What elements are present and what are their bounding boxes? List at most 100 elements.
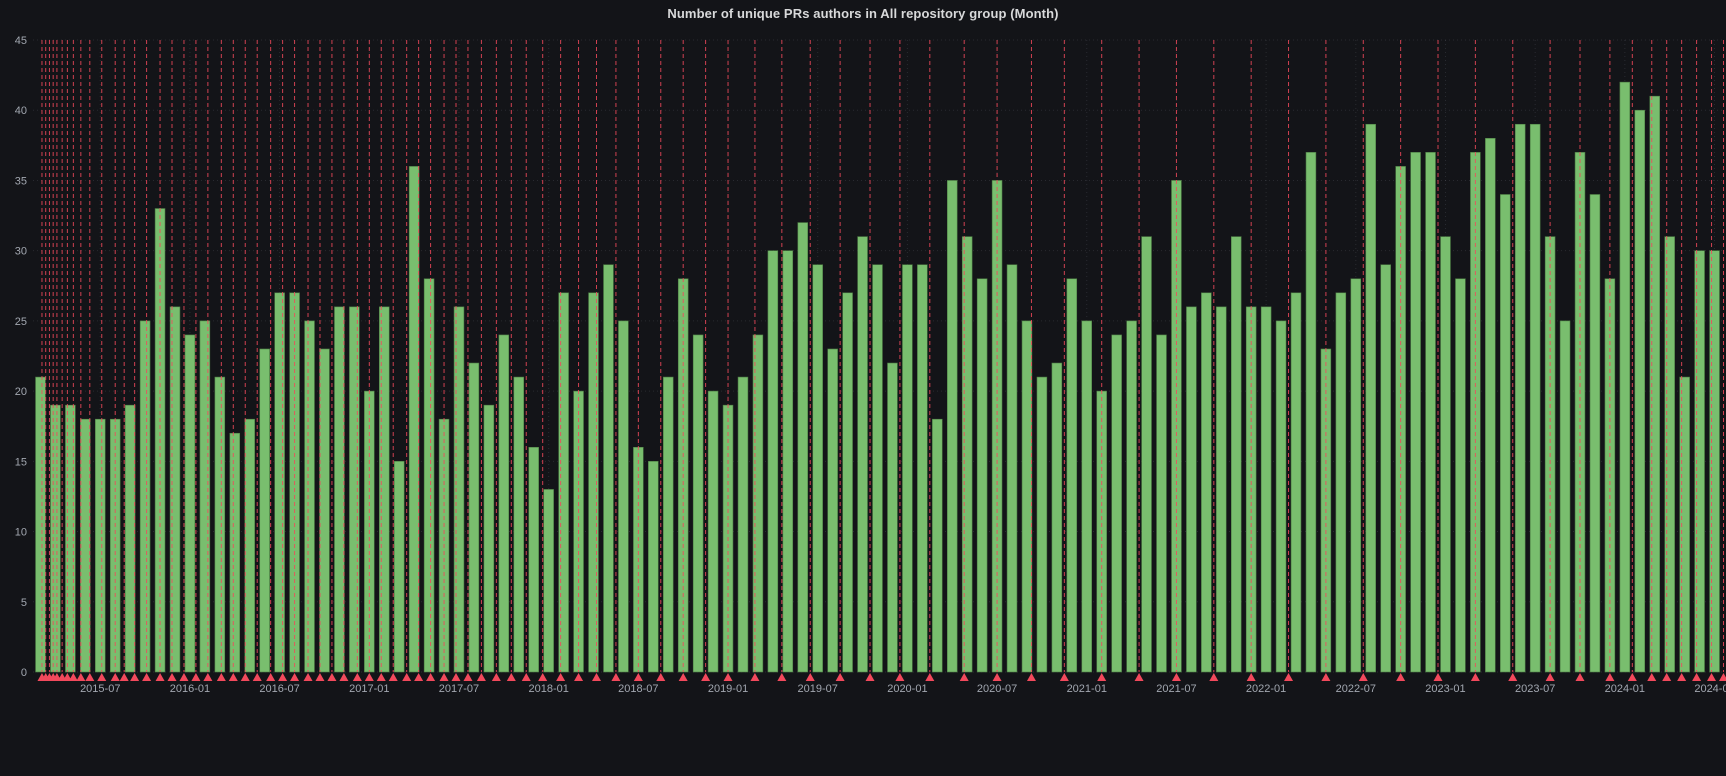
panel-title[interactable]: Number of unique PRs authors in All repo…: [667, 6, 1059, 21]
annotation-marker-icon[interactable]: [439, 673, 449, 681]
annotation-marker-icon[interactable]: [1647, 673, 1657, 681]
bar[interactable]: [1201, 292, 1212, 673]
bar[interactable]: [917, 264, 928, 673]
bar[interactable]: [842, 292, 853, 673]
annotation-marker-icon[interactable]: [865, 673, 875, 681]
annotation-marker-icon[interactable]: [611, 673, 621, 681]
bar[interactable]: [513, 376, 525, 673]
bar[interactable]: [692, 334, 704, 673]
annotation-marker-icon[interactable]: [491, 673, 501, 681]
annotation-marker-icon[interactable]: [656, 673, 666, 681]
bar[interactable]: [1081, 320, 1092, 673]
bar[interactable]: [1305, 152, 1317, 673]
bar[interactable]: [1425, 152, 1436, 673]
bar[interactable]: [663, 376, 674, 673]
annotation-marker-icon[interactable]: [191, 673, 201, 681]
annotation-marker-icon[interactable]: [142, 673, 152, 681]
annotation-marker-icon[interactable]: [1059, 673, 1069, 681]
bar[interactable]: [1485, 138, 1496, 673]
bar[interactable]: [1186, 306, 1197, 673]
annotation-marker-icon[interactable]: [252, 673, 262, 681]
bar[interactable]: [1290, 292, 1302, 673]
bar[interactable]: [1066, 278, 1078, 673]
annotation-marker-icon[interactable]: [895, 673, 905, 681]
bar[interactable]: [1709, 250, 1720, 673]
bar[interactable]: [707, 390, 719, 673]
bar[interactable]: [1529, 123, 1541, 673]
bar[interactable]: [1216, 306, 1227, 673]
bar[interactable]: [95, 418, 106, 673]
annotation-marker-icon[interactable]: [179, 673, 189, 681]
bar[interactable]: [782, 250, 794, 673]
bar[interactable]: [65, 404, 76, 673]
annotation-marker-icon[interactable]: [266, 673, 276, 681]
bar[interactable]: [588, 292, 599, 673]
bar[interactable]: [1514, 123, 1526, 673]
bar[interactable]: [498, 334, 510, 673]
bar[interactable]: [214, 376, 226, 673]
annotation-marker-icon[interactable]: [1627, 673, 1637, 681]
annotation-marker-icon[interactable]: [364, 673, 374, 681]
bar[interactable]: [947, 180, 958, 673]
bar[interactable]: [618, 320, 629, 673]
annotation-marker-icon[interactable]: [1508, 673, 1518, 681]
bar[interactable]: [737, 376, 749, 673]
annotation-marker-icon[interactable]: [1677, 673, 1687, 681]
annotation-marker-icon[interactable]: [701, 673, 711, 681]
bar[interactable]: [1664, 236, 1675, 673]
annotation-marker-icon[interactable]: [1545, 673, 1555, 681]
bar[interactable]: [139, 320, 151, 673]
bar[interactable]: [961, 236, 973, 673]
bar[interactable]: [393, 461, 405, 673]
bar[interactable]: [304, 320, 315, 673]
annotation-marker-icon[interactable]: [463, 673, 473, 681]
bar[interactable]: [379, 306, 390, 673]
bar[interactable]: [857, 236, 868, 673]
annotation-marker-icon[interactable]: [1692, 673, 1702, 681]
annotation-marker-icon[interactable]: [992, 673, 1002, 681]
annotation-marker-icon[interactable]: [376, 673, 386, 681]
bar[interactable]: [1500, 194, 1511, 673]
bar[interactable]: [887, 362, 898, 673]
bar[interactable]: [1141, 236, 1152, 673]
annotation-marker-icon[interactable]: [167, 673, 177, 681]
annotation-marker-icon[interactable]: [556, 673, 566, 681]
bar[interactable]: [483, 404, 495, 673]
annotation-marker-icon[interactable]: [1718, 673, 1726, 681]
annotation-marker-icon[interactable]: [506, 673, 516, 681]
bar[interactable]: [902, 264, 913, 673]
bar[interactable]: [812, 264, 823, 673]
annotation-marker-icon[interactable]: [1470, 673, 1480, 681]
annotation-marker-icon[interactable]: [110, 673, 120, 681]
bar[interactable]: [1036, 376, 1048, 673]
annotation-marker-icon[interactable]: [402, 673, 412, 681]
annotation-marker-icon[interactable]: [1575, 673, 1585, 681]
annotation-marker-icon[interactable]: [85, 673, 95, 681]
annotation-marker-icon[interactable]: [352, 673, 362, 681]
bar[interactable]: [1230, 236, 1242, 673]
annotation-marker-icon[interactable]: [1026, 673, 1036, 681]
bar[interactable]: [349, 306, 360, 673]
bar[interactable]: [1694, 250, 1705, 673]
bar[interactable]: [1455, 278, 1466, 673]
annotation-marker-icon[interactable]: [959, 673, 969, 681]
annotation-marker-icon[interactable]: [216, 673, 226, 681]
annotation-marker-icon[interactable]: [203, 673, 213, 681]
annotation-marker-icon[interactable]: [538, 673, 548, 681]
bar[interactable]: [1679, 376, 1690, 673]
annotation-marker-icon[interactable]: [130, 673, 140, 681]
bar[interactable]: [1260, 306, 1272, 673]
bar[interactable]: [1006, 264, 1018, 673]
bar[interactable]: [1440, 236, 1451, 673]
annotation-marker-icon[interactable]: [1662, 673, 1672, 681]
annotation-marker-icon[interactable]: [426, 673, 436, 681]
bar[interactable]: [1021, 320, 1033, 673]
annotation-marker-icon[interactable]: [591, 673, 601, 681]
bar[interactable]: [1649, 95, 1660, 673]
annotation-marker-icon[interactable]: [574, 673, 584, 681]
annotation-marker-icon[interactable]: [339, 673, 349, 681]
annotation-marker-icon[interactable]: [451, 673, 461, 681]
annotation-marker-icon[interactable]: [388, 673, 398, 681]
bar[interactable]: [1589, 194, 1601, 673]
bar[interactable]: [319, 348, 330, 673]
